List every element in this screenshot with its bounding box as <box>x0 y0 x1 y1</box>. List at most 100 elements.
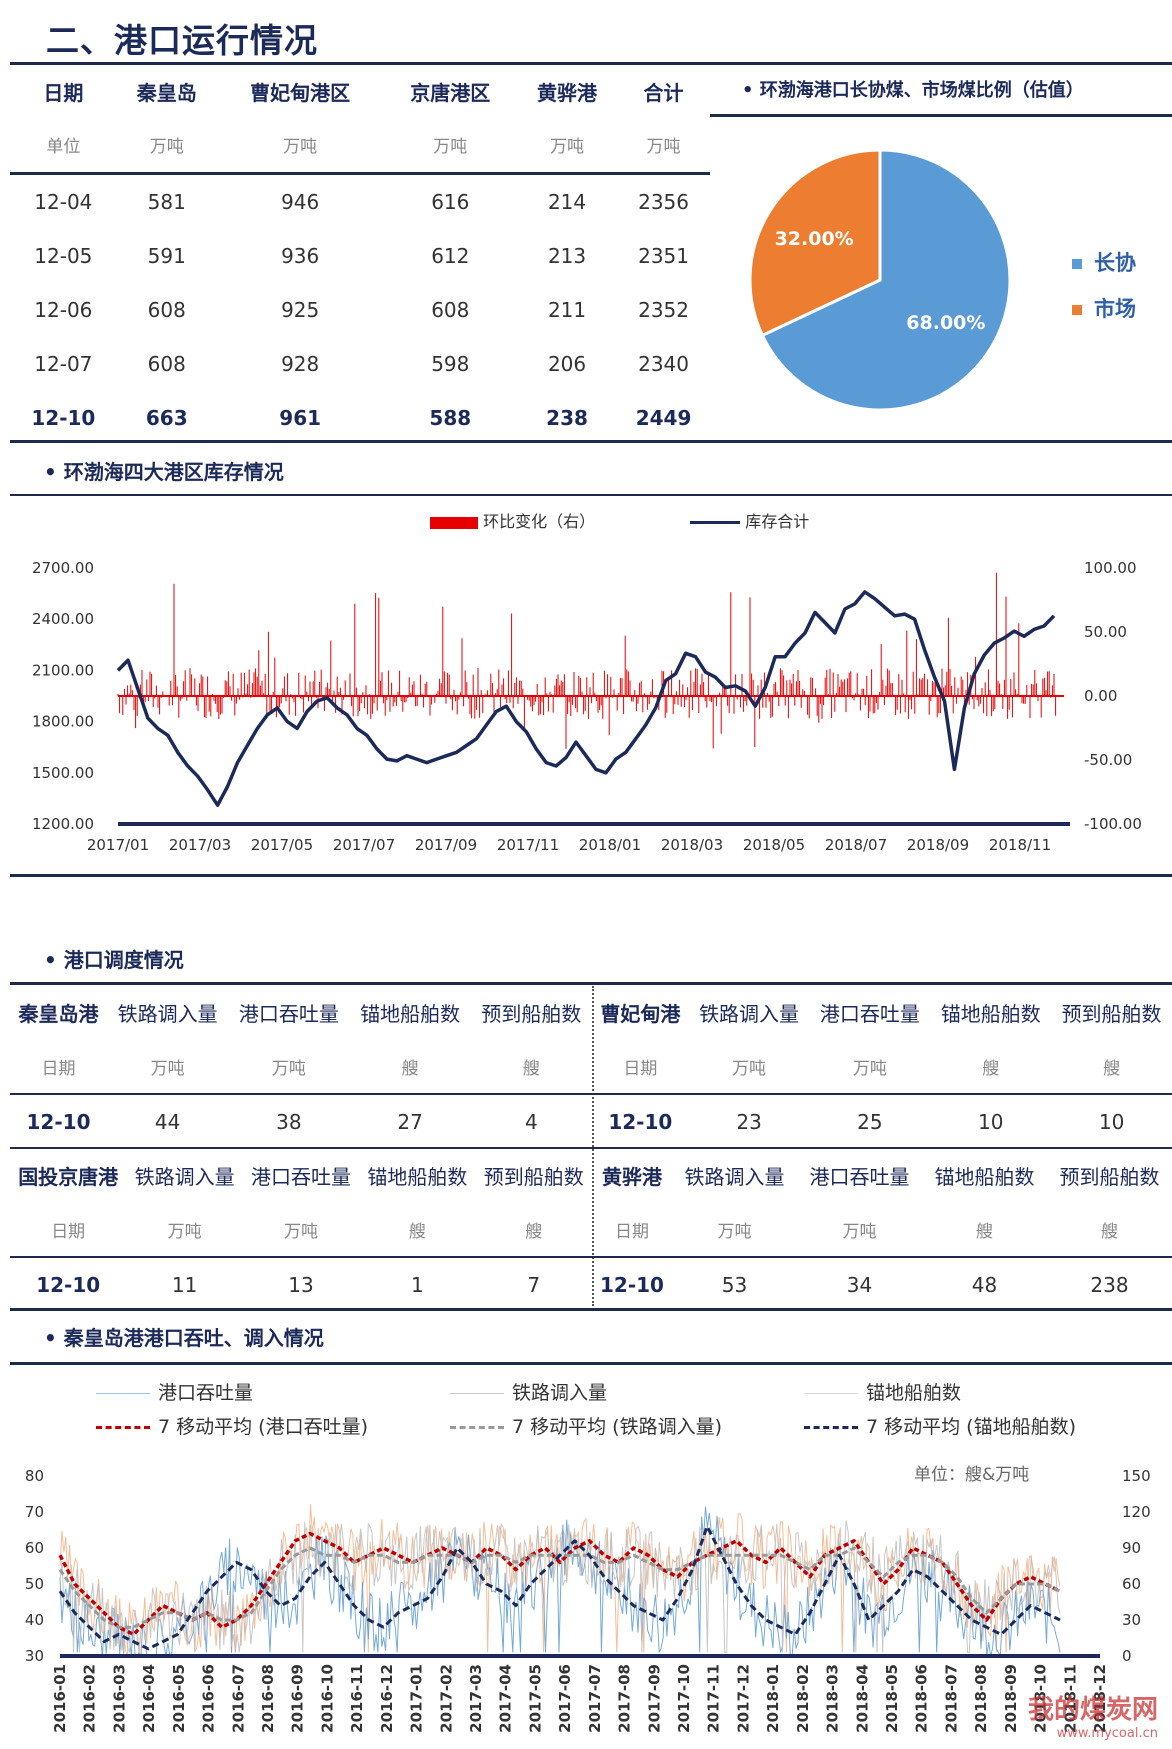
cell: 211 <box>547 298 587 322</box>
x-tick: 2017-06 <box>556 1664 574 1733</box>
qhd-unit-note: 单位：艘&万吨 <box>914 1465 1030 1485</box>
rule-4 <box>10 982 1172 985</box>
y-tick-left: 2100.00 <box>32 661 94 679</box>
ma-anchorage-line <box>58 1524 1061 1651</box>
cell: 13 <box>288 1273 314 1297</box>
x-tick: 2016-01 <box>51 1664 69 1733</box>
raw-rail-line <box>59 1520 1061 1653</box>
x-tick: 2016-04 <box>140 1664 158 1733</box>
legend-swatch-stock <box>690 521 741 524</box>
x-tick: 2017-09 <box>645 1664 663 1733</box>
unit-cell: 艘 <box>921 1202 1047 1258</box>
x-tick: 2018/01 <box>579 836 641 854</box>
x-tick: 2016-10 <box>318 1664 336 1733</box>
pie-title-rule <box>710 114 1172 117</box>
x-tick: 2017/11 <box>497 836 559 854</box>
y-tick-left: 1200.00 <box>32 815 94 833</box>
cell: 12-10 <box>608 1110 673 1134</box>
x-tick: 2018/07 <box>825 836 887 854</box>
legend-swatch <box>804 1393 858 1394</box>
cell: 925 <box>281 298 320 322</box>
col-header: 锚地船舶数 <box>934 1164 1035 1189</box>
col-header: 曹妃甸港区 <box>250 80 351 105</box>
cell: 38 <box>276 1110 302 1134</box>
unit-cell: 万吨 <box>126 1202 243 1258</box>
cell: 25 <box>857 1110 883 1134</box>
cell: 23 <box>736 1110 762 1134</box>
legend-swatch <box>450 1393 504 1394</box>
stock-section-title-text: 环渤海四大港区库存情况 <box>63 460 284 484</box>
ma-throughput-line <box>58 1531 1061 1637</box>
legend-item: 7 移动平均 (港口吞吐量) <box>96 1412 368 1439</box>
col-header: 预到船舶数 <box>1059 1164 1160 1189</box>
col-header: 港口吞吐量 <box>819 1001 920 1026</box>
legend-label: 7 移动平均 (锚地船舶数) <box>866 1416 1076 1438</box>
y-tick-right: 60 <box>1122 1575 1141 1593</box>
unit-cell: 艘 <box>1051 1039 1172 1095</box>
legend-swatch <box>96 1426 150 1429</box>
col-header: 锚地船舶数 <box>367 1164 468 1189</box>
x-tick: 2018-09 <box>1002 1664 1020 1733</box>
cell: 2340 <box>638 352 689 376</box>
cell: 961 <box>279 406 322 430</box>
cell: 34 <box>846 1273 873 1297</box>
cell: 608 <box>431 298 470 322</box>
cell: 206 <box>547 352 587 376</box>
x-tick: 2018-04 <box>853 1664 871 1733</box>
x-tick: 2017-03 <box>467 1664 485 1733</box>
col-header: 京唐港区 <box>410 80 491 105</box>
pie-slice-shichang <box>748 148 882 338</box>
col-header: 秦皇岛 <box>136 80 197 105</box>
cell: 12-10 <box>31 406 96 430</box>
unit-cell: 单位 <box>10 116 117 175</box>
y-tick-left: 2400.00 <box>32 610 94 628</box>
stock-section-title: • 环渤海四大港区库存情况 <box>44 460 284 484</box>
cell: 612 <box>431 244 470 268</box>
x-tick: 2016-07 <box>229 1664 247 1733</box>
legend-label: 7 移动平均 (港口吞吐量) <box>158 1416 368 1438</box>
x-tick: 2016-03 <box>110 1664 128 1733</box>
cell: 2352 <box>638 298 689 322</box>
port-name: 国投京唐港 <box>18 1164 119 1189</box>
x-tick: 2016-11 <box>348 1664 366 1733</box>
y-tick-right: 120 <box>1122 1503 1151 1521</box>
legend-item: 锚地船舶数 <box>804 1378 961 1405</box>
x-tick: 2018-01 <box>764 1664 782 1733</box>
cell: 616 <box>431 190 470 214</box>
y-tick-left: 2700.00 <box>32 559 94 577</box>
cell: 12-10 <box>36 1273 101 1297</box>
y-tick-left: 80 <box>25 1467 44 1485</box>
cell: 12-05 <box>34 244 93 268</box>
unit-cell: 日期 <box>592 1202 672 1258</box>
top-rule <box>10 62 1172 65</box>
legend-swatch <box>450 1426 504 1429</box>
x-tick: 2017-07 <box>586 1664 604 1733</box>
col-header: 锚地船舶数 <box>940 1001 1041 1026</box>
legend-label-stock: 库存合计 <box>745 512 810 531</box>
col-header: 铁路调入量 <box>699 1001 800 1026</box>
rule-2 <box>10 494 1172 496</box>
cell: 928 <box>281 352 320 376</box>
x-tick: 2017-02 <box>437 1664 455 1733</box>
watermark-name: 我的煤炭网 <box>1027 1695 1158 1725</box>
x-tick: 2016-02 <box>81 1664 99 1733</box>
table-row: 12-05 591 936 612 213 2351 <box>10 229 710 283</box>
pie-title: • 环渤海港口长协煤、市场煤比例（估值） <box>742 80 1084 101</box>
cell: 12-06 <box>34 298 93 322</box>
cell: 598 <box>431 352 470 376</box>
col-header: 铁路调入量 <box>117 1001 218 1026</box>
cell: 2351 <box>638 244 689 268</box>
cell: 11 <box>171 1273 198 1297</box>
unit-cell: 万吨 <box>116 116 217 175</box>
x-tick: 2017-05 <box>526 1664 544 1733</box>
rule-5 <box>10 1147 1172 1149</box>
cell: 4 <box>525 1110 538 1134</box>
col-header: 港口吞吐量 <box>809 1164 910 1189</box>
x-tick: 2016-12 <box>378 1664 396 1733</box>
watermark-logo: 我的煤炭网 www.mycoal.cn <box>1028 1689 1158 1741</box>
rule-7 <box>10 1362 1172 1365</box>
unit-cell: 万吨 <box>809 1039 931 1095</box>
watermark-url: www.mycoal.cn <box>1056 1726 1158 1741</box>
unit-cell: 万吨 <box>216 116 384 175</box>
legend-label: 长协 <box>1094 251 1136 275</box>
